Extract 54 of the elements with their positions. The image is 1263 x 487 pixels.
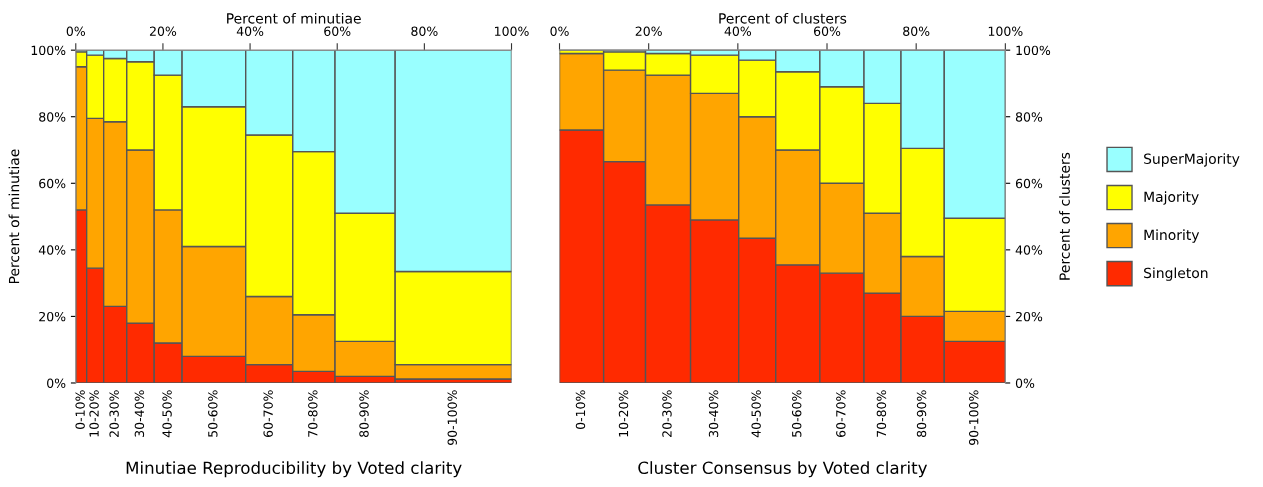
x-tick-label: 40% (236, 26, 264, 36)
y2-tick-label: 0% (1015, 378, 1035, 388)
y-tick-label: 0% (47, 378, 66, 388)
legend-label: SuperMajority (1144, 153, 1240, 167)
x-tick-label: 0% (550, 26, 569, 36)
text: 50-60% (791, 390, 802, 437)
y2-tick-label: 20% (1015, 311, 1043, 322)
y-tick-label: 100% (31, 45, 66, 56)
text: 10-20% (618, 390, 629, 437)
text: 40-50% (162, 390, 172, 438)
text: 80-90% (916, 390, 927, 437)
x-tick-label: 0% (66, 26, 86, 36)
x-axis-title: Cluster Consensus by Voted clarity (638, 461, 928, 478)
text: 70-80% (308, 390, 318, 437)
y2-tick-label: 40% (1015, 245, 1043, 255)
legend-label: Singleton (1144, 267, 1208, 281)
text: 20-30% (662, 390, 672, 437)
y-tick-label: 80% (39, 112, 66, 122)
x-tick-label: 100% (495, 26, 529, 36)
x2-axis-title: Percent of clusters (719, 12, 847, 24)
y-tick-label: 20% (39, 311, 66, 322)
y2-tick-label: 80% (1015, 112, 1043, 122)
legend-label: Majority (1144, 191, 1199, 205)
text: 70-80% (876, 390, 887, 437)
text: 40-50% (751, 390, 761, 438)
y2-tick-label: 100% (1016, 45, 1051, 56)
x-tick-label: 80% (411, 26, 438, 36)
text: 30-40% (708, 390, 719, 437)
text: 20-30% (109, 390, 119, 437)
y2-axis-title: Percent of clusters (1059, 152, 1070, 280)
text: 60-70% (263, 390, 273, 437)
text: 60-70% (836, 390, 846, 437)
text: 0-10% (575, 390, 586, 430)
text: 90-100% (968, 390, 979, 445)
y-tick-label: 60% (39, 178, 66, 189)
x-tick-label: 20% (149, 26, 177, 36)
text: 0-10% (75, 390, 85, 430)
text: 10-20% (89, 390, 99, 437)
x-tick-label: 60% (813, 26, 841, 36)
x-axis-title: Minutiae Reproducibility by Voted clarity (126, 461, 462, 478)
x-tick-label: 20% (635, 26, 662, 36)
legend-label: Minority (1144, 229, 1200, 243)
y-axis-title: Percent of minutiae (8, 149, 20, 284)
x-tick-label: 100% (988, 26, 1023, 36)
text: 90-100% (447, 390, 457, 445)
text: 50-60% (208, 390, 218, 437)
text: 30-40% (134, 390, 145, 437)
y2-tick-label: 60% (1015, 178, 1043, 189)
text: 80-90% (359, 390, 369, 437)
x-tick-label: 60% (324, 26, 351, 36)
y-tick-label: 40% (38, 245, 66, 255)
x-tick-label: 80% (903, 26, 930, 36)
x2-axis-title: Percent of minutiae (227, 12, 361, 24)
x-tick-label: 40% (724, 26, 752, 36)
